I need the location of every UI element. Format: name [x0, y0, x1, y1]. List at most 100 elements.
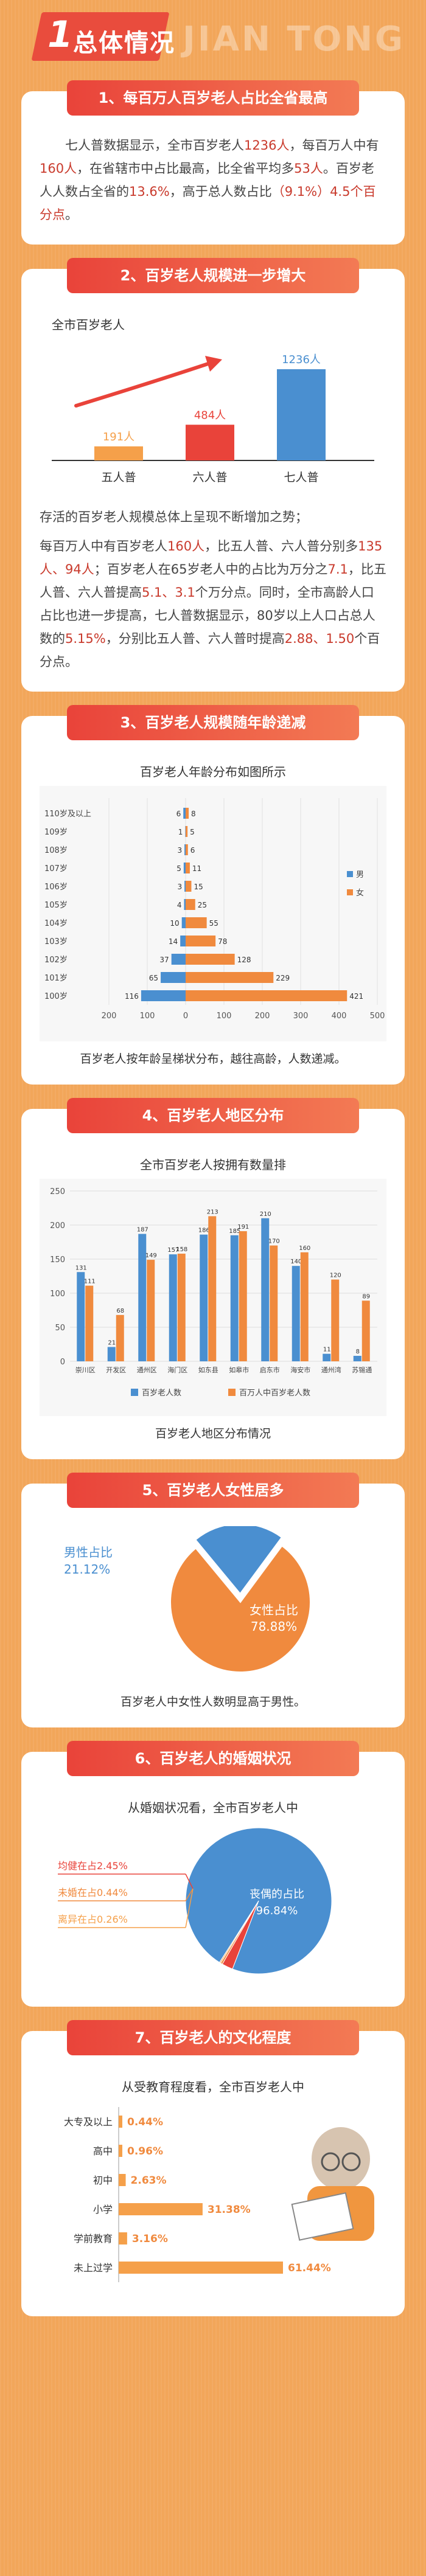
s2-segment: 160人: [167, 539, 205, 554]
female-bar: [186, 863, 190, 873]
s1-segment: ，高于总人数占比: [169, 184, 272, 199]
legend-label: 女: [356, 888, 364, 898]
x-category: 如皋市: [229, 1366, 249, 1374]
bar-value: 111: [84, 1279, 96, 1285]
edu-value: 3.16%: [132, 2233, 168, 2245]
edu-category: 小学: [93, 2204, 113, 2215]
bar-value: 68: [116, 1308, 124, 1314]
female-value: 15: [194, 883, 203, 891]
y-tick: 50: [55, 1324, 65, 1333]
s6-subtitle: 从婚姻状况看，全市百岁老人中: [128, 1800, 298, 1815]
bar-1: [177, 1254, 186, 1361]
bar-1: [300, 1252, 309, 1361]
edu-bar: [119, 2203, 203, 2215]
card-2-title: 2、百岁老人规模进一步增大: [67, 258, 359, 293]
bar-1: [186, 425, 234, 460]
s2-segment: 5.1、3.1: [142, 585, 195, 600]
edu-bar: [119, 2262, 283, 2274]
female-bar: [186, 954, 235, 965]
female-bar: [186, 826, 188, 837]
bar-value: 120: [330, 1272, 341, 1279]
s2-text1: 存活的百岁老人规模总体上呈现不断增加之势；: [40, 510, 308, 524]
x-category: 海安市: [290, 1366, 310, 1374]
chart-gender-pie: 男性占比 21.12% 女性占比 78.88%: [64, 1523, 311, 1673]
legend-swatch: [347, 889, 353, 895]
bar-0: [94, 446, 143, 460]
card-2: 2、百岁老人规模进一步增大 全市百岁老人 191人 五人普 484人 六人普 1236人…: [21, 258, 405, 692]
bar-value: 149: [145, 1252, 157, 1259]
s1-paragraph: 七人普数据显示，全市百岁老人1236人，每百万人中有 160人，在省辖市中占比最高…: [40, 134, 386, 226]
bar-category: 六人普: [192, 471, 227, 484]
s3-chart-title: 百岁老人年龄分布如图所示: [140, 765, 286, 779]
s5-caption: 百岁老人中女性人数明显高于男性。: [120, 1695, 306, 1709]
header-title: 总体情况: [73, 29, 175, 57]
s4-chart-title: 全市百岁老人按拥有数量排: [140, 1158, 286, 1172]
s4-caption: 百岁老人地区分布情况: [155, 1427, 271, 1440]
leader-line: [185, 1888, 194, 1928]
male-value: 6: [176, 810, 181, 818]
male-bar: [184, 844, 186, 855]
glasses-right: [341, 2152, 361, 2172]
female-value: 8: [191, 810, 196, 818]
x-category: 通州区: [137, 1366, 157, 1374]
card-4-title: 4、百岁老人地区分布: [67, 1098, 359, 1133]
female-value: 78: [218, 937, 227, 946]
x-category: 海门区: [167, 1366, 187, 1374]
male-value: 21.12%: [64, 1562, 110, 1577]
bar-value: 157: [167, 1247, 179, 1254]
bar-value: 21: [108, 1339, 116, 1346]
s1-segment: 160人: [40, 161, 77, 176]
card-5-title: 5、百岁老人女性居多: [67, 1473, 359, 1508]
age-label: 110岁及以上: [44, 810, 91, 819]
s2-segment: ，比五人普、六人普提高: [40, 562, 386, 600]
x-tick: 300: [293, 1012, 309, 1021]
s1-segment: （9.1%）4.5个百分点: [40, 184, 376, 222]
s2-segment: 7.1: [327, 562, 348, 577]
pie-slice-1: [170, 1545, 311, 1673]
edu-value: 0.96%: [127, 2145, 163, 2158]
male-bar: [183, 808, 186, 819]
bar-0: [77, 1272, 85, 1361]
female-value: 128: [237, 956, 251, 964]
age-label: 105岁: [44, 901, 68, 910]
x-tick: 100: [140, 1012, 155, 1021]
bar-value: 89: [362, 1293, 370, 1300]
edu-value: 2.63%: [131, 2175, 167, 2187]
age-label: 100岁: [44, 992, 68, 1001]
bar-value: 140: [290, 1258, 302, 1265]
s1-segment: 。: [65, 207, 78, 222]
female-bar: [186, 917, 207, 928]
bar-value: 8: [356, 1349, 360, 1355]
edu-category: 未上过学: [74, 2262, 113, 2274]
legend-label: 百岁老人数: [142, 1389, 181, 1398]
edu-category: 初中: [93, 2175, 113, 2186]
newspaper: [291, 2192, 354, 2241]
edu-value: 0.44%: [127, 2116, 163, 2128]
bar-value: 187: [137, 1227, 148, 1234]
pie-slice-3: [219, 1900, 259, 1964]
bar-value: 11: [323, 1347, 331, 1353]
y-tick: 200: [50, 1221, 65, 1231]
edu-category: 高中: [93, 2145, 113, 2157]
s2-segment: 2.88、1.50: [284, 631, 355, 646]
s2-segment: ，分别比五人普、六人普时提高: [105, 631, 285, 646]
bar-0: [169, 1254, 177, 1361]
chart-bg: [40, 786, 386, 1041]
bar-value: 185: [229, 1228, 240, 1235]
bar-value: 186: [198, 1227, 210, 1234]
bar-value: 191: [237, 1224, 249, 1231]
bar-0: [353, 1356, 361, 1361]
s1-segment: 53人: [294, 161, 323, 176]
bar-0: [107, 1347, 116, 1361]
x-tick: 200: [255, 1012, 270, 1021]
female-bar: [186, 881, 192, 892]
s2-segment: 个万分点。同时，全市高龄人口占比也进一步提高，七人普数据显示，80岁以上人口占总…: [40, 585, 375, 646]
legend-swatch: [228, 1389, 236, 1396]
bar-value: 213: [207, 1209, 218, 1215]
x-category: 启东市: [260, 1366, 280, 1374]
bar-0: [261, 1218, 270, 1361]
edu-category: 学前教育: [74, 2233, 113, 2244]
s3-caption: 百岁老人按年龄呈梯状分布，越往高龄，人数递减。: [80, 1052, 346, 1066]
